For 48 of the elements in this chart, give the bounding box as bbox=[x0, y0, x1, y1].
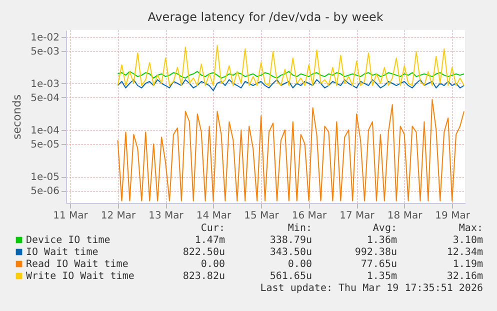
text: 32.16m bbox=[446, 271, 483, 282]
y-tick-label: 5e-06 bbox=[30, 186, 60, 198]
line-series bbox=[117, 45, 465, 86]
text: Last update: Thu Mar 19 17:35:51 2026 bbox=[260, 283, 483, 294]
text: 1.35m bbox=[366, 271, 397, 282]
x-tick-label: 17 Mar bbox=[340, 210, 376, 222]
x-tick-label: 18 Mar bbox=[387, 210, 424, 222]
x-tick-label: 11 Mar bbox=[53, 210, 89, 222]
text: Avg: bbox=[372, 223, 397, 234]
x-tick-label: 16 Mar bbox=[292, 210, 328, 222]
text: 3.10m bbox=[452, 235, 483, 246]
text: Max: bbox=[458, 223, 483, 234]
legend-label: Device IO time bbox=[26, 235, 110, 246]
x-tick-label: 13 Mar bbox=[148, 210, 184, 222]
text: 0.00 bbox=[200, 259, 225, 270]
text: 12.34m bbox=[446, 247, 483, 258]
text: Min: bbox=[288, 223, 312, 234]
text: 992.38u bbox=[354, 247, 397, 258]
line-series bbox=[117, 79, 465, 92]
x-tick-label: 19 Mar bbox=[435, 210, 471, 222]
text: 343.50u bbox=[270, 247, 312, 258]
text: Cur: bbox=[200, 223, 225, 234]
legend-label: Write IO Wait time bbox=[26, 271, 134, 282]
line-series bbox=[117, 70, 465, 79]
text: 822.50u bbox=[182, 247, 225, 258]
y-tick-label: 1e-05 bbox=[30, 172, 60, 184]
y-tick-label: 5e-05 bbox=[30, 139, 60, 150]
legend-label: IO Wait time bbox=[26, 247, 98, 258]
line-series bbox=[117, 99, 465, 202]
text: 338.79u bbox=[270, 235, 312, 246]
text: 823.82u bbox=[182, 271, 225, 282]
y-tick-label: 5e-03 bbox=[30, 46, 60, 58]
text: 1.36m bbox=[366, 235, 397, 246]
x-tick-label: 14 Mar bbox=[196, 210, 232, 222]
text: 77.65u bbox=[360, 259, 397, 270]
y-axis-title: seconds bbox=[10, 94, 24, 140]
text: 561.65u bbox=[270, 271, 312, 282]
y-tick-label: 1e-03 bbox=[30, 78, 60, 90]
y-tick-label: 1e-04 bbox=[30, 125, 60, 136]
text: 1.19m bbox=[452, 259, 483, 270]
legend-label: Read IO Wait time bbox=[26, 259, 128, 270]
x-tick-label: 12 Mar bbox=[100, 210, 137, 222]
text: 1.47m bbox=[194, 235, 225, 246]
x-tick-label: 15 Mar bbox=[244, 210, 280, 222]
chart-title: Average latency for /dev/vda - by week bbox=[148, 10, 384, 24]
y-tick-label: 5e-04 bbox=[30, 92, 60, 104]
text: 0.00 bbox=[288, 259, 312, 270]
y-tick-label: 1e-02 bbox=[30, 32, 60, 44]
